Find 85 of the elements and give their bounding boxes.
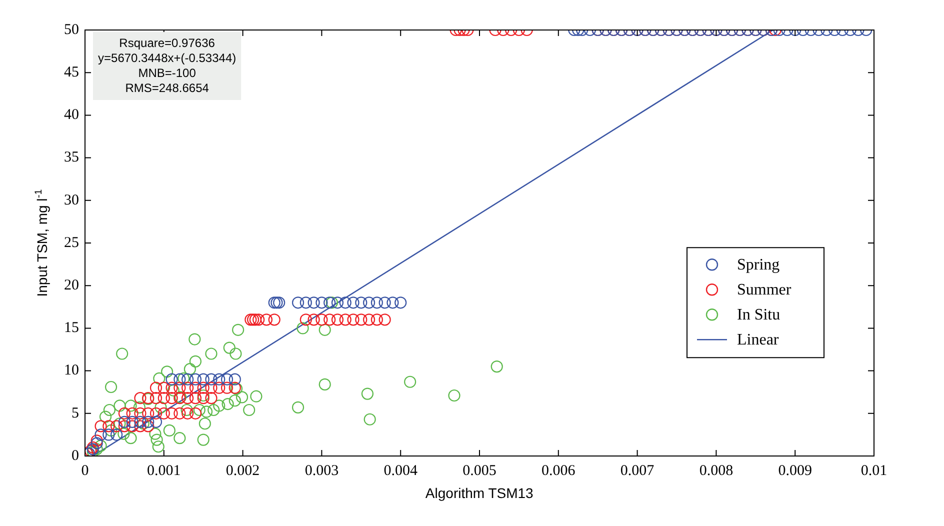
point <box>448 389 460 402</box>
legend-label: Summer <box>737 282 792 299</box>
point <box>243 404 256 416</box>
point <box>99 410 112 423</box>
y-axis-title: Input TSM, mg l-1 <box>33 189 50 297</box>
legend-label: In Situ <box>737 306 780 324</box>
point <box>208 404 220 416</box>
y-tick-label: 50 <box>64 22 79 38</box>
y-tick-label: 40 <box>64 107 79 124</box>
point <box>103 404 116 416</box>
x-tick-label: 0.004 <box>384 462 418 479</box>
x-tick-label: 0.009 <box>778 462 812 479</box>
annotation: Rsquare=0.97636 <box>119 36 216 50</box>
y-tick-label: 25 <box>64 234 79 251</box>
point <box>232 324 244 336</box>
point <box>174 432 186 444</box>
x-tick-label: 0.007 <box>620 462 655 479</box>
point <box>124 432 137 444</box>
point <box>364 413 376 426</box>
x-tick-label: 0.008 <box>699 462 734 479</box>
point <box>133 401 146 414</box>
point <box>163 424 176 436</box>
point <box>104 380 118 394</box>
x-tick-label: 0.003 <box>304 462 339 479</box>
point <box>228 394 241 407</box>
point <box>318 324 331 336</box>
point <box>205 348 218 360</box>
point <box>180 404 193 416</box>
point <box>104 424 118 436</box>
point <box>230 348 242 360</box>
point <box>296 322 309 334</box>
point <box>188 333 201 346</box>
y-tick-label: 10 <box>64 362 79 379</box>
point <box>167 384 180 396</box>
point <box>318 378 331 390</box>
x-axis-title: Algorithm TSM13 <box>425 485 534 501</box>
point <box>114 400 126 412</box>
point <box>178 372 190 385</box>
annotation: MNB=-100 <box>138 66 196 80</box>
x-tick-label: 0.001 <box>147 462 181 479</box>
point <box>236 391 248 404</box>
point <box>150 434 163 446</box>
point <box>213 400 226 412</box>
point <box>404 376 416 388</box>
point <box>200 406 213 418</box>
point <box>197 389 210 402</box>
annotation: RMS=248.6654 <box>125 81 210 95</box>
x-tick-label: 0.005 <box>462 462 496 479</box>
point <box>189 355 202 368</box>
point <box>197 434 210 446</box>
y-tick-label: 20 <box>64 278 79 294</box>
x-tick-label: 0.006 <box>542 462 576 479</box>
point <box>118 428 130 440</box>
legend-label: Linear <box>737 332 780 349</box>
point <box>90 443 103 456</box>
point <box>161 366 174 378</box>
point <box>292 401 304 414</box>
point <box>222 398 234 410</box>
x-tick-label: 0.002 <box>226 462 260 479</box>
y-tick-label: 45 <box>64 64 79 81</box>
y-tick-label: 15 <box>64 320 79 336</box>
x-tick-label: 0.01 <box>860 462 888 479</box>
point <box>124 400 137 412</box>
point <box>94 440 107 452</box>
point <box>193 404 206 416</box>
annotation: y=5670.3448x+(-0.53344) <box>98 51 236 65</box>
point <box>116 348 128 360</box>
point <box>490 360 503 373</box>
point <box>361 388 374 400</box>
point <box>152 440 164 453</box>
point <box>153 372 166 385</box>
point <box>114 418 126 430</box>
point <box>326 296 338 309</box>
y-tick-label: 30 <box>64 192 79 208</box>
point <box>250 390 262 402</box>
point <box>137 418 150 430</box>
y-tick-label: 5 <box>72 405 79 422</box>
point <box>154 401 167 414</box>
legend-label: Spring <box>737 256 780 274</box>
y-tick-label: 35 <box>64 150 79 166</box>
point <box>149 428 162 440</box>
point <box>184 363 196 376</box>
point <box>198 418 211 430</box>
y-tick-label: 0 <box>72 448 79 464</box>
point <box>223 342 236 354</box>
